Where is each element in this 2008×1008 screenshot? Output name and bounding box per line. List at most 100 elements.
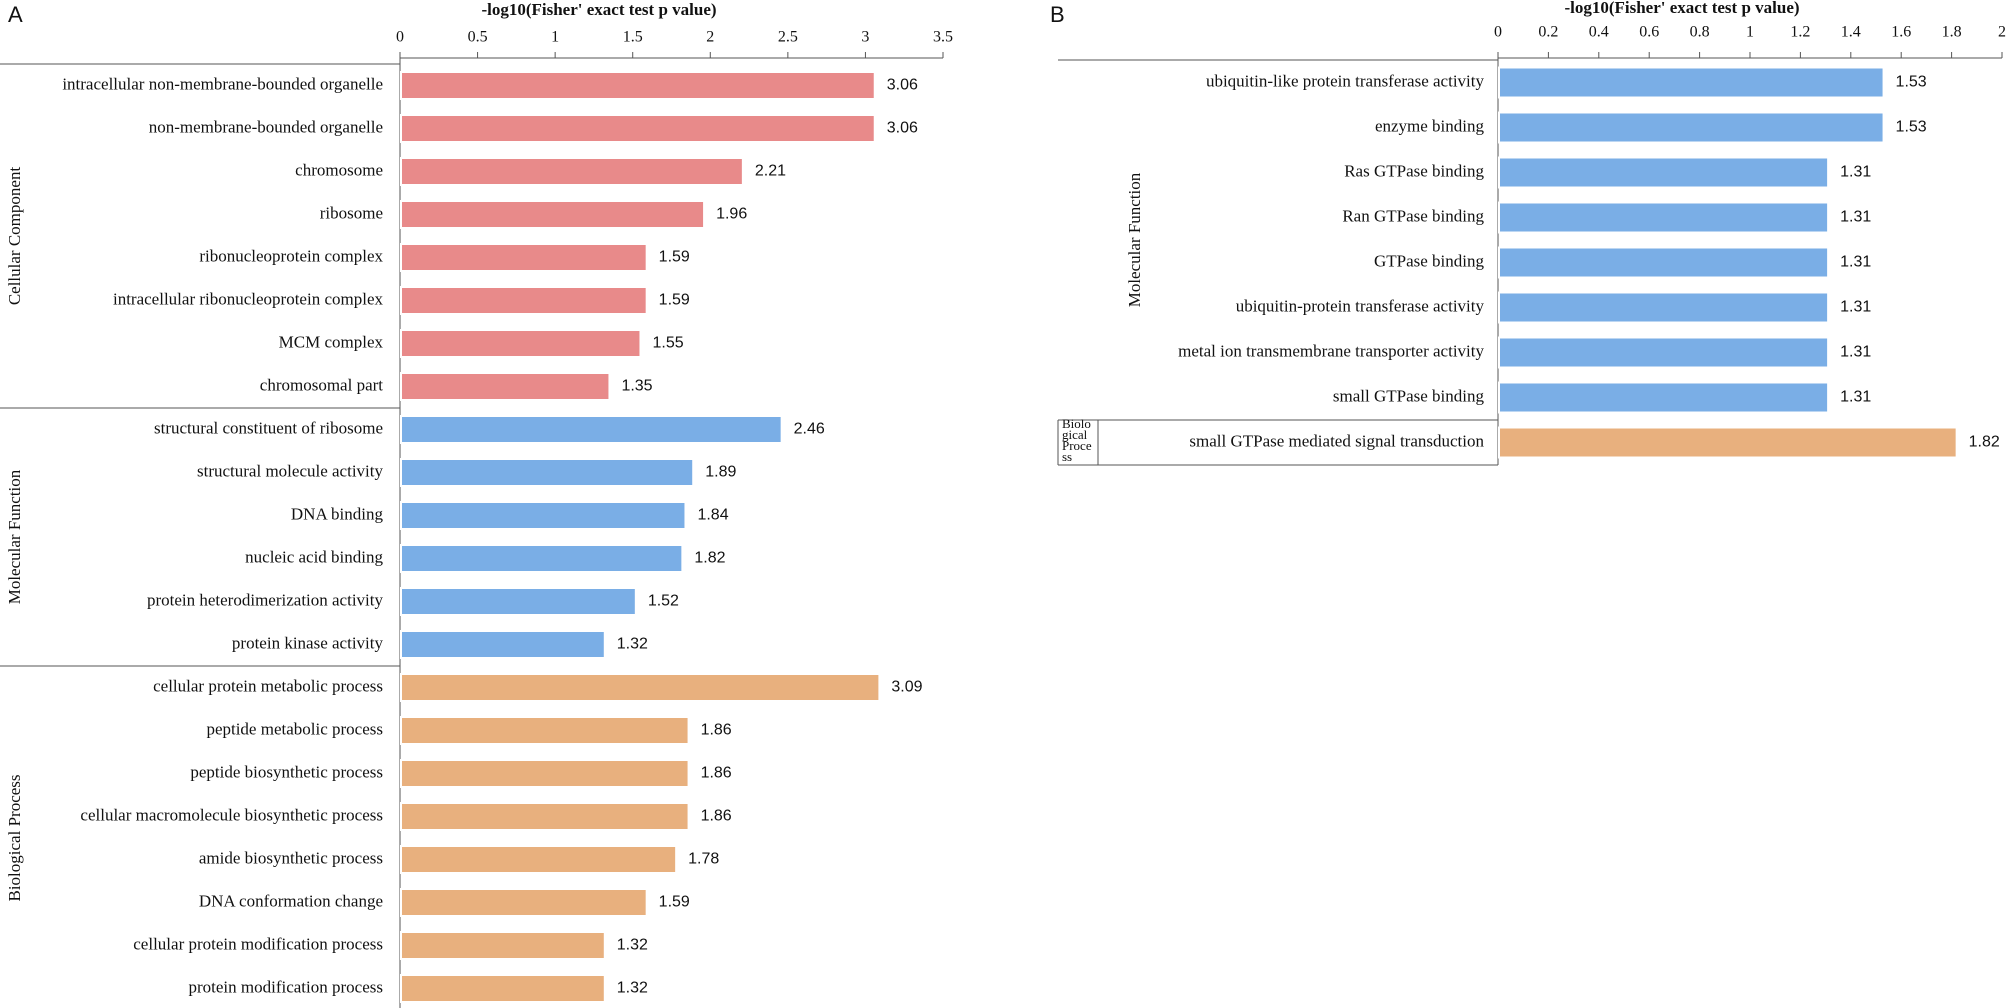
bar xyxy=(400,888,648,917)
x-tick-label: 0.4 xyxy=(1589,24,1609,41)
bar xyxy=(400,931,606,960)
bar xyxy=(400,716,690,745)
bar xyxy=(400,501,687,530)
bar xyxy=(1498,381,1830,414)
category-label: ribosome xyxy=(320,203,383,222)
category-label: peptide metabolic process xyxy=(206,719,383,738)
category-label: nucleic acid binding xyxy=(245,547,383,566)
bar xyxy=(400,845,678,874)
bar xyxy=(400,200,706,229)
value-label: 1.52 xyxy=(648,593,679,610)
category-label: cellular protein modification process xyxy=(133,934,383,953)
value-label: 1.32 xyxy=(617,980,648,997)
value-label: 3.09 xyxy=(891,679,922,696)
bar xyxy=(400,329,642,358)
value-label: 1.32 xyxy=(617,937,648,954)
category-label: protein kinase activity xyxy=(232,633,384,652)
value-label: 1.55 xyxy=(652,335,683,352)
category-label: ribonucleoprotein complex xyxy=(199,246,383,265)
group-label: Biological Process xyxy=(5,774,24,901)
bar xyxy=(1498,291,1830,324)
category-label: cellular macromolecule biosynthetic proc… xyxy=(80,805,383,824)
value-label: 1.86 xyxy=(701,765,732,782)
category-label: Ran GTPase binding xyxy=(1342,206,1484,225)
category-label: non-membrane-bounded organelle xyxy=(149,117,383,136)
group-label: Molecular Function xyxy=(5,469,24,604)
category-label: ubiquitin-like protein transferase activ… xyxy=(1206,71,1485,90)
bar xyxy=(400,157,744,186)
x-tick-label: 0.2 xyxy=(1538,24,1558,41)
x-tick-label: 1 xyxy=(1746,24,1754,41)
x-tick-label: 0.5 xyxy=(468,29,488,46)
category-label: protein modification process xyxy=(188,977,383,996)
x-tick-label: 1.8 xyxy=(1942,24,1962,41)
x-tick-label: 2.5 xyxy=(778,29,798,46)
x-tick-label: 0 xyxy=(1494,24,1502,41)
bar xyxy=(400,974,606,1003)
panel-label: A xyxy=(8,2,23,27)
axis-title: -log10(Fisher' exact test p value) xyxy=(481,0,716,19)
value-label: 1.31 xyxy=(1840,344,1871,361)
category-label: protein heterodimerization activity xyxy=(147,590,384,609)
value-label: 1.31 xyxy=(1840,209,1871,226)
group-label: Cellular Component xyxy=(5,167,24,306)
value-label: 1.82 xyxy=(1969,434,2000,451)
value-label: 1.84 xyxy=(697,507,728,524)
x-tick-label: 3.5 xyxy=(933,29,953,46)
bar xyxy=(400,71,876,100)
group-label: Biolo gical Proce ss xyxy=(1062,416,1092,464)
value-label: 1.53 xyxy=(1896,119,1927,136)
category-label: small GTPase mediated signal transductio… xyxy=(1189,431,1484,450)
x-tick-label: 0.6 xyxy=(1639,24,1659,41)
x-tick-label: 2 xyxy=(1998,24,2006,41)
x-tick-label: 0.8 xyxy=(1690,24,1710,41)
group-label-line: gical xyxy=(1062,427,1088,442)
bar xyxy=(1498,66,1885,99)
category-label: enzyme binding xyxy=(1375,116,1485,135)
value-label: 1.78 xyxy=(688,851,719,868)
bar xyxy=(400,243,648,272)
bar xyxy=(1498,426,1958,459)
group-label-line: ss xyxy=(1062,449,1072,464)
axis-title: -log10(Fisher' exact test p value) xyxy=(1564,0,1799,17)
bar xyxy=(400,458,695,487)
value-label: 3.06 xyxy=(887,120,918,137)
bar xyxy=(1498,156,1830,189)
panel-label: B xyxy=(1050,2,1065,27)
x-tick-label: 1.2 xyxy=(1790,24,1810,41)
x-tick-label: 3 xyxy=(861,29,869,46)
category-label: metal ion transmembrane transporter acti… xyxy=(1178,341,1484,360)
x-tick-label: 2 xyxy=(706,29,714,46)
bar xyxy=(400,372,611,401)
group-label-line: Proce xyxy=(1062,438,1092,453)
value-label: 3.06 xyxy=(887,77,918,94)
category-label: chromosomal part xyxy=(260,375,383,394)
value-label: 1.82 xyxy=(694,550,725,567)
bar xyxy=(400,673,881,702)
category-label: MCM complex xyxy=(279,332,384,351)
value-label: 1.96 xyxy=(716,206,747,223)
value-label: 1.59 xyxy=(659,894,690,911)
value-label: 1.86 xyxy=(701,722,732,739)
group-label-line: Biolo xyxy=(1062,416,1091,431)
bar xyxy=(400,114,876,143)
value-label: 1.31 xyxy=(1840,254,1871,271)
bar xyxy=(1498,111,1885,144)
value-label: 1.31 xyxy=(1840,164,1871,181)
value-label: 2.46 xyxy=(794,421,825,438)
bar xyxy=(1498,246,1830,279)
bar xyxy=(400,587,637,616)
value-label: 1.31 xyxy=(1840,389,1871,406)
category-label: DNA binding xyxy=(291,504,384,523)
category-label: DNA conformation change xyxy=(199,891,383,910)
bar xyxy=(400,802,690,831)
bar xyxy=(400,544,684,573)
category-label: structural constituent of ribosome xyxy=(154,418,383,437)
bar xyxy=(400,286,648,315)
x-tick-label: 1.4 xyxy=(1841,24,1861,41)
value-label: 1.31 xyxy=(1840,299,1871,316)
category-label: chromosome xyxy=(295,160,383,179)
category-label: amide biosynthetic process xyxy=(199,848,383,867)
